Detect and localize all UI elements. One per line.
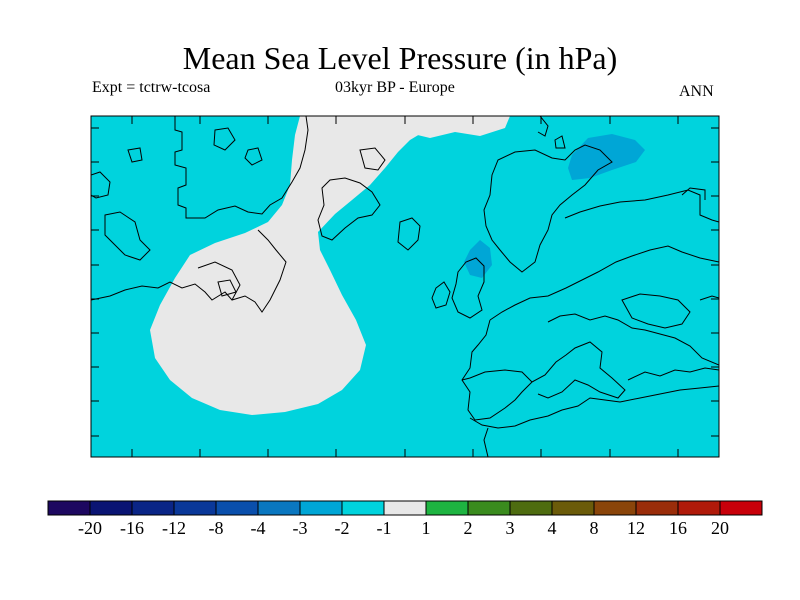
colorbar-box (341, 500, 385, 516)
colorbar-box (173, 500, 217, 516)
colorbar-label: 3 (505, 518, 515, 538)
colorbar-label: -1 (376, 518, 392, 538)
colorbar-box (509, 500, 553, 516)
near-zero-region-north (398, 116, 510, 138)
colorbar-label: -20 (78, 518, 102, 538)
colorbar-label: 20 (711, 518, 729, 538)
colorbar-box (215, 500, 259, 516)
colorbar-box (299, 500, 343, 516)
map-ticks (91, 116, 719, 457)
colorbar-box (593, 500, 637, 516)
negative-anomaly-patch-north-sea (464, 240, 492, 278)
season-label: ANN (679, 83, 714, 100)
colorbar-label: -16 (120, 518, 144, 538)
colorbar-label: 1 (421, 518, 431, 538)
near-zero-region-atlantic (150, 116, 430, 415)
experiment-label: Expt = tctrw-tcosa (92, 79, 211, 96)
colorbar-box (551, 500, 595, 516)
colorbar-box (89, 500, 133, 516)
colorbar-box (677, 500, 721, 516)
colorbar-label: -12 (162, 518, 186, 538)
colorbar-label: 8 (589, 518, 599, 538)
colorbar-label: -8 (208, 518, 224, 538)
colorbar-box (635, 500, 679, 516)
colorbar-box (467, 500, 511, 516)
colorbar-label: -3 (292, 518, 308, 538)
colorbar-label: 12 (627, 518, 645, 538)
colorbar-box (383, 500, 427, 516)
colorbar-label: 2 (463, 518, 473, 538)
colorbar-label: -4 (250, 518, 266, 538)
colorbar (47, 500, 763, 516)
colorbar-box (47, 500, 91, 516)
coastlines (91, 116, 719, 457)
colorbar-label: 16 (669, 518, 687, 538)
chart-title: Mean Sea Level Pressure (in hPa) (182, 40, 618, 76)
map-plot-area (91, 116, 719, 457)
colorbar-label: 4 (547, 518, 557, 538)
colorbar-box (425, 500, 469, 516)
colorbar-box (131, 500, 175, 516)
colorbar-box (257, 500, 301, 516)
colorbar-box (719, 500, 763, 516)
period-region-label: 03kyr BP - Europe (335, 79, 455, 96)
colorbar-label: -2 (334, 518, 350, 538)
